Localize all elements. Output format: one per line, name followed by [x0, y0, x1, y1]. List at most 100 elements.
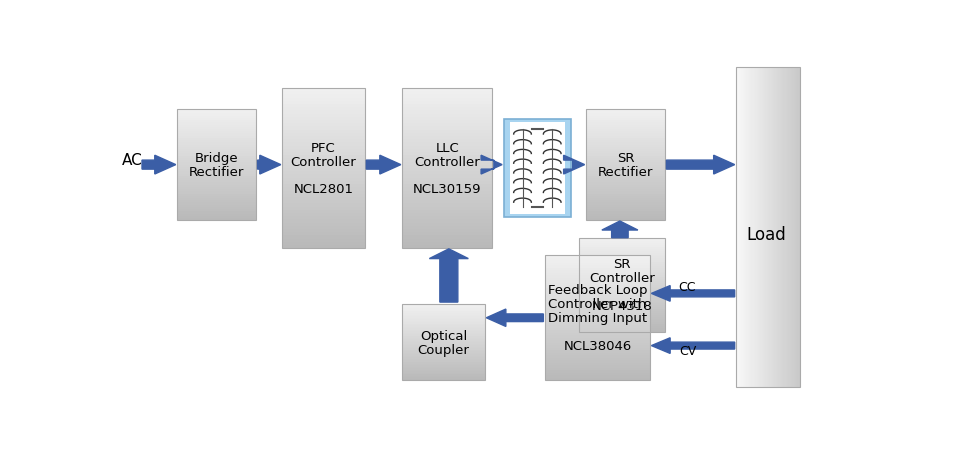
Bar	[283, 101, 365, 105]
Bar	[736, 68, 800, 387]
Bar	[762, 68, 763, 387]
Bar	[545, 295, 650, 298]
Bar	[579, 295, 665, 296]
FancyArrow shape	[142, 156, 176, 175]
Bar	[177, 214, 256, 216]
Bar	[579, 304, 665, 306]
Bar	[545, 305, 650, 308]
Bar	[579, 276, 665, 277]
Bar	[403, 317, 485, 318]
Bar	[177, 130, 256, 132]
FancyArrow shape	[651, 338, 735, 354]
Bar	[403, 111, 493, 115]
Bar	[587, 205, 665, 207]
Bar	[283, 118, 365, 121]
Bar	[587, 138, 665, 141]
Bar	[579, 283, 665, 285]
Bar	[283, 121, 365, 124]
Bar	[403, 350, 485, 351]
Bar	[177, 159, 256, 161]
Bar	[773, 68, 774, 387]
Bar	[587, 110, 665, 112]
Bar	[283, 185, 365, 188]
Bar	[283, 210, 365, 213]
Bar	[403, 358, 485, 359]
Bar	[403, 368, 485, 370]
FancyArrow shape	[486, 309, 543, 327]
Bar	[403, 371, 485, 373]
Bar	[771, 68, 773, 387]
Bar	[177, 216, 256, 219]
Bar	[283, 242, 365, 245]
Bar	[283, 162, 365, 166]
Bar	[403, 349, 485, 350]
Bar	[545, 353, 650, 355]
Bar	[579, 272, 665, 274]
Bar	[283, 226, 365, 230]
Bar	[545, 338, 650, 341]
Bar	[587, 179, 665, 181]
Bar	[759, 68, 761, 387]
Bar	[283, 216, 365, 220]
Bar	[403, 191, 493, 194]
Bar	[587, 112, 665, 114]
Bar	[545, 341, 650, 343]
Bar	[587, 170, 665, 172]
Bar	[545, 271, 650, 273]
Bar	[283, 198, 365, 201]
Bar	[403, 121, 493, 124]
Bar	[579, 264, 665, 266]
Bar	[403, 377, 485, 379]
Bar	[579, 244, 665, 246]
Bar	[403, 147, 493, 150]
FancyArrow shape	[257, 156, 281, 175]
Bar	[177, 194, 256, 196]
Bar	[403, 159, 493, 162]
Bar	[787, 68, 789, 387]
Bar	[545, 350, 650, 353]
Bar	[766, 68, 767, 387]
Bar	[403, 319, 485, 321]
Bar	[283, 95, 365, 98]
Bar	[545, 283, 650, 285]
Bar	[403, 339, 485, 341]
Bar	[177, 156, 256, 159]
Bar	[545, 321, 650, 323]
Bar	[587, 192, 665, 194]
Bar	[403, 312, 485, 313]
Bar	[545, 258, 650, 261]
Bar	[545, 290, 650, 293]
Bar	[283, 108, 365, 111]
Bar	[403, 178, 493, 181]
Bar	[587, 123, 665, 125]
Bar	[545, 348, 650, 350]
Text: SR: SR	[617, 152, 634, 165]
Bar	[579, 293, 665, 295]
Bar	[177, 134, 256, 136]
Bar	[177, 125, 256, 128]
Bar	[587, 156, 665, 159]
Bar	[579, 321, 665, 322]
Bar	[283, 150, 365, 153]
Bar	[745, 68, 746, 387]
Bar	[403, 370, 485, 371]
Bar	[403, 318, 485, 319]
Bar	[587, 132, 665, 134]
Bar	[283, 166, 365, 169]
Bar	[579, 262, 665, 264]
Bar	[403, 236, 493, 239]
Bar	[587, 194, 665, 196]
Bar	[742, 68, 743, 387]
Bar	[545, 263, 650, 266]
Bar	[403, 175, 493, 178]
Bar	[177, 167, 256, 170]
Bar	[283, 178, 365, 181]
Bar	[799, 68, 800, 387]
Bar	[579, 287, 665, 289]
Bar	[587, 130, 665, 132]
Bar	[792, 68, 794, 387]
Bar	[757, 68, 758, 387]
Bar	[753, 68, 754, 387]
Bar	[579, 309, 665, 311]
Bar	[403, 95, 493, 98]
